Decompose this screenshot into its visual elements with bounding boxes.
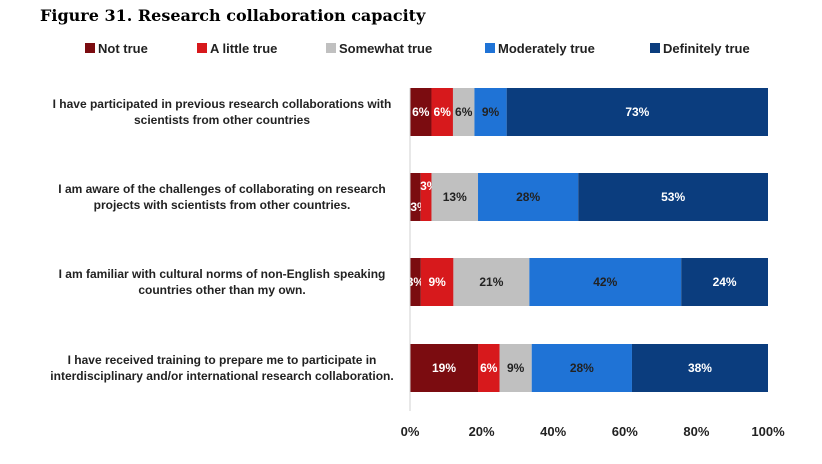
category-labels: I have participated in previous research… xyxy=(50,97,393,383)
bar-segment xyxy=(410,88,432,136)
data-label: 9% xyxy=(482,105,500,119)
bar-segment xyxy=(681,258,768,306)
bar-segment xyxy=(474,88,507,136)
bar-segment xyxy=(478,173,579,221)
legend-label: A little true xyxy=(210,41,277,56)
data-label: 24% xyxy=(713,275,737,289)
chart-legend: Not true A little true Somewhat true Modera… xyxy=(85,41,750,56)
bar-segment xyxy=(529,258,682,306)
legend-label: Definitely true xyxy=(663,41,750,56)
legend-label: Somewhat true xyxy=(339,41,432,56)
bar-segment xyxy=(531,344,632,392)
category-label: I am familiar with cultural norms of non… xyxy=(59,267,386,297)
x-axis: 0% 20% 40% 60% 80% 100% xyxy=(401,88,785,439)
figure-title: Figure 31. Research collaboration capaci… xyxy=(40,6,426,25)
category-label: I am aware of the challenges of collabor… xyxy=(58,182,385,212)
x-tick-label: 0% xyxy=(401,424,420,439)
bar-segment xyxy=(452,88,475,136)
legend-swatch xyxy=(197,43,207,53)
data-label: 42% xyxy=(593,275,617,289)
bar-segment xyxy=(420,258,454,306)
data-label: 3% xyxy=(407,275,425,289)
data-label: 21% xyxy=(479,275,503,289)
legend-label: Moderately true xyxy=(498,41,595,56)
legend-swatch xyxy=(650,43,660,53)
data-label: 28% xyxy=(570,361,594,375)
x-tick-label: 80% xyxy=(683,424,709,439)
legend-label: Not true xyxy=(98,41,148,56)
data-label: 6% xyxy=(434,105,452,119)
bar-segment xyxy=(506,88,768,136)
data-label: 9% xyxy=(428,275,446,289)
bar-segment xyxy=(410,173,421,221)
data-label: 38% xyxy=(688,361,712,375)
bar-segment xyxy=(631,344,768,392)
category-label: I have participated in previous research… xyxy=(53,97,392,127)
x-tick-label: 60% xyxy=(612,424,638,439)
bar-segment xyxy=(453,258,530,306)
data-label: 9% xyxy=(507,361,525,375)
legend-swatch xyxy=(485,43,495,53)
data-label: 53% xyxy=(661,190,685,204)
data-label: 19% xyxy=(432,361,456,375)
x-tick-label: 40% xyxy=(540,424,566,439)
bar-segment xyxy=(478,344,500,392)
bar-segment xyxy=(420,173,432,221)
data-label: 13% xyxy=(443,190,467,204)
bar-segment xyxy=(410,344,479,392)
x-tick-label: 100% xyxy=(751,424,785,439)
bar-segment xyxy=(410,258,421,306)
bar-segment xyxy=(578,173,768,221)
data-label: 6% xyxy=(455,105,473,119)
legend-swatch xyxy=(326,43,336,53)
bar-segment xyxy=(431,173,479,221)
data-label: 6% xyxy=(480,361,498,375)
data-label: 28% xyxy=(516,190,540,204)
bar-segment xyxy=(499,344,532,392)
category-label: I have received training to prepare me t… xyxy=(50,353,393,383)
x-tick-label: 20% xyxy=(469,424,495,439)
data-label: 73% xyxy=(625,105,649,119)
bars: 6% 6% 6% 9% 73%3%3%13% 28% 53%3% 9% 21% 42% 24%19%… xyxy=(407,88,768,392)
bar-segment xyxy=(431,88,453,136)
data-label: 6% xyxy=(412,105,430,119)
legend-swatch xyxy=(85,43,95,53)
